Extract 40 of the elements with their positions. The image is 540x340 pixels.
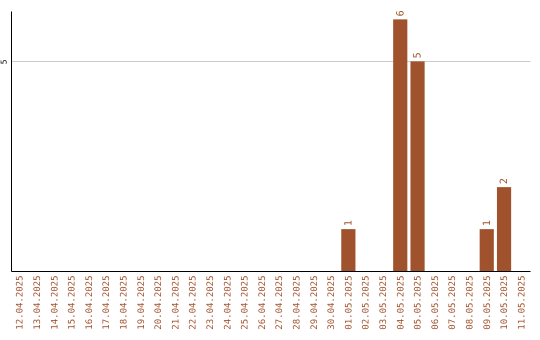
x-tick-label: 21.04.2025 [171,276,182,330]
bar [393,19,408,271]
data-label: 1 [343,220,354,226]
x-tick-label: 12.04.2025 [16,276,26,330]
x-tick-label: 09.05.2025 [482,276,493,330]
x-tick-label: 08.05.2025 [465,276,476,330]
x-tick-label: 19.04.2025 [136,276,147,330]
x-tick-label: 01.05.2025 [344,276,354,330]
bar [496,187,512,271]
x-tick-label: 28.04.2025 [292,276,302,330]
x-tick-label: 17.04.2025 [102,276,112,330]
x-tick-label: 10.05.2025 [500,276,510,330]
x-tick-label: 22.04.2025 [188,276,199,330]
x-tick-label: 14.04.2025 [50,276,60,330]
x-tick-label: 23.04.2025 [206,276,216,330]
x-tick-label: 15.04.2025 [68,276,78,330]
x-tick-label: 02.05.2025 [362,276,372,330]
x-tick-label: 26.04.2025 [258,276,268,330]
data-label: 1 [482,220,493,226]
x-tick-label: 04.05.2025 [396,276,406,330]
x-tick-label: 13.04.2025 [32,276,43,330]
bar [410,61,425,271]
data-label: 2 [499,178,510,184]
x-tick-label: 18.04.2025 [119,276,130,330]
x-tick-label: 16.04.2025 [84,276,95,330]
x-tick-label: 30.04.2025 [327,276,338,330]
x-tick-label: 03.05.2025 [378,276,389,330]
x-tick-label: 25.04.2025 [240,276,251,330]
bar [480,229,494,271]
x-tick-label: 11.05.2025 [517,276,528,330]
data-label: 6 [395,10,406,16]
x-tick-label: 05.05.2025 [414,276,424,330]
bar [341,229,356,271]
x-tick-label: 27.04.2025 [275,276,286,330]
x-tick-label: 20.04.2025 [154,276,164,330]
data-label: 5 [412,52,424,58]
x-tick-label: 07.05.2025 [448,276,458,330]
x-tick-label: 29.04.2025 [310,276,320,330]
x-tick-label: 06.05.2025 [430,276,441,330]
x-tick-label: 24.04.2025 [223,276,234,330]
